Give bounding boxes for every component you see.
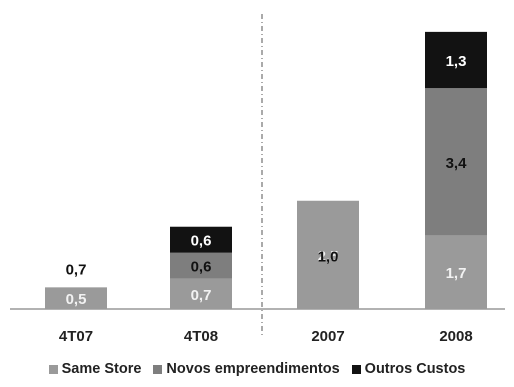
x-tick-2007: 2007 [311,328,344,345]
bar-same-store-4t07 [45,287,107,309]
legend: Same Store Novos empreendimentos Outros … [0,358,514,380]
bar-same-store-2008 [425,235,487,309]
data-label-same-store-2007: 2,5 [318,248,339,265]
total-label-2007: 1,0 [318,249,339,266]
data-label-same-store-4t08: 0,7 [191,287,212,304]
bar-outros-custos-2008 [425,31,487,89]
bar-novos-empreendimentos-2008 [425,88,487,236]
legend-item-outros-custos: Outros Custos [351,358,466,380]
data-label-same-store-4t07: 0,5 [66,291,87,308]
bar-same-store-4t08 [170,278,232,309]
stacked-bar-chart: 0,5 0,7 0,7 0,6 0,6 2,51,0 1,7 3,4 1,3 4T07 4T08 2… [10,14,505,345]
data-label-novos-empreendimentos-4t08: 0,6 [191,259,212,276]
legend-label-same-store: Same Store [61,361,142,377]
data-label-outros-custos-2008: 1,3 [446,53,467,70]
legend-swatch-outros-custos [351,364,361,374]
x-tick-4t07: 4T07 [59,328,93,345]
legend-swatch-same-store [48,364,58,374]
data-label-outros-custos-4t08: 0,6 [191,233,212,250]
legend-label-outros-custos: Outros Custos [364,361,466,377]
legend-label-novos-empreendimentos: Novos empreendimentos [166,361,340,377]
total-label-4t07: 0,7 [66,262,87,279]
bar-novos-empreendimentos-4t08 [170,252,232,279]
data-label-same-store-2008: 1,7 [446,265,467,282]
legend-item-novos-empreendimentos: Novos empreendimentos [153,358,340,380]
bar-outros-custos-4t08 [170,226,232,253]
legend-swatch-novos-empreendimentos [153,364,163,374]
legend-item-same-store: Same Store [48,358,142,380]
x-tick-2008: 2008 [439,328,472,345]
x-tick-4t08: 4T08 [184,328,218,345]
x-tick-labels: 4T07 4T08 2007 2008 [59,328,473,345]
bars-group: 0,5 0,7 0,7 0,6 0,6 2,51,0 1,7 3,4 1,3 [45,31,487,309]
data-label-novos-empreendimentos-2008: 3,4 [446,155,468,172]
bar-same-store-2007 [297,200,359,309]
